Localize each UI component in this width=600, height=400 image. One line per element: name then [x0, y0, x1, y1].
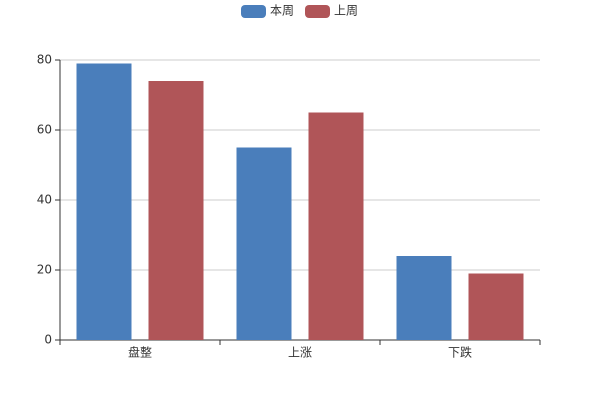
legend-label: 上周: [334, 4, 358, 18]
y-tick-label: 20: [37, 263, 52, 277]
y-tick-label: 40: [37, 193, 52, 207]
legend-label: 本周: [270, 4, 294, 18]
x-tick-label: 下跌: [448, 345, 472, 360]
legend-swatch: [305, 5, 330, 18]
bar: [148, 81, 204, 340]
bar: [468, 273, 524, 340]
x-tick-label: 上涨: [288, 345, 312, 360]
y-tick-label: 60: [37, 123, 52, 137]
y-tick-label: 0: [44, 333, 52, 347]
bar: [308, 112, 364, 340]
bar: [76, 63, 132, 340]
x-tick-label: 盘整: [128, 345, 152, 360]
bar: [396, 256, 452, 340]
legend-swatch: [241, 5, 266, 18]
bar: [236, 147, 292, 340]
y-tick-label: 80: [37, 53, 52, 67]
